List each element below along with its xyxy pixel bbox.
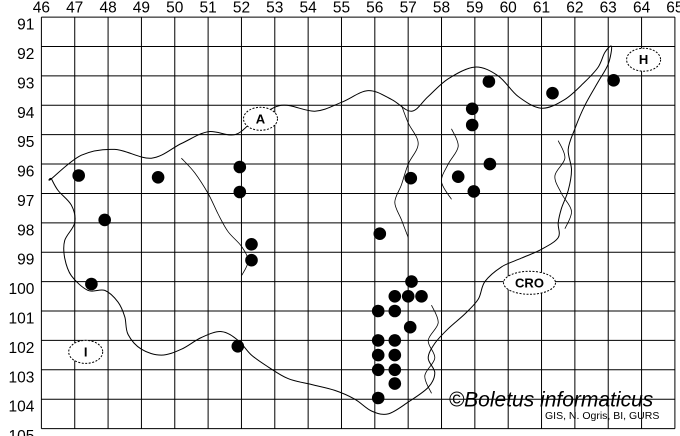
svg-text:59: 59: [466, 0, 483, 17]
svg-text:56: 56: [366, 0, 383, 17]
svg-text:99: 99: [17, 252, 34, 269]
svg-text:GIS, N. Ogris, BI, GURS: GIS, N. Ogris, BI, GURS: [545, 410, 659, 422]
svg-text:92: 92: [17, 46, 34, 63]
svg-text:54: 54: [299, 0, 317, 17]
svg-text:48: 48: [99, 0, 116, 17]
svg-text:57: 57: [400, 0, 417, 17]
svg-text:97: 97: [17, 193, 34, 210]
svg-text:102: 102: [9, 340, 35, 357]
svg-text:58: 58: [433, 0, 450, 17]
svg-text:I: I: [84, 344, 88, 359]
svg-text:©Boletus informaticus: ©Boletus informaticus: [449, 389, 654, 412]
svg-text:CRO: CRO: [515, 275, 544, 290]
svg-text:50: 50: [166, 0, 184, 17]
svg-text:46: 46: [33, 0, 50, 17]
svg-text:62: 62: [566, 0, 583, 17]
svg-text:52: 52: [233, 0, 250, 17]
svg-text:53: 53: [266, 0, 283, 17]
svg-text:51: 51: [199, 0, 216, 17]
svg-text:A: A: [256, 111, 266, 126]
svg-text:64: 64: [633, 0, 651, 17]
svg-text:49: 49: [133, 0, 150, 17]
svg-text:101: 101: [9, 311, 35, 328]
svg-text:103: 103: [9, 369, 35, 386]
svg-text:91: 91: [17, 17, 34, 34]
svg-text:63: 63: [600, 0, 617, 17]
svg-text:65: 65: [666, 0, 680, 17]
svg-text:95: 95: [17, 134, 34, 151]
svg-text:60: 60: [500, 0, 518, 17]
svg-text:94: 94: [17, 105, 35, 122]
svg-text:98: 98: [17, 222, 34, 239]
svg-text:61: 61: [533, 0, 550, 17]
svg-text:55: 55: [333, 0, 350, 17]
svg-text:96: 96: [17, 164, 34, 181]
svg-text:H: H: [639, 52, 648, 67]
svg-text:47: 47: [66, 0, 83, 17]
svg-text:100: 100: [9, 281, 35, 298]
svg-text:104: 104: [9, 399, 35, 416]
svg-text:93: 93: [17, 75, 34, 92]
svg-text:105: 105: [9, 428, 35, 436]
